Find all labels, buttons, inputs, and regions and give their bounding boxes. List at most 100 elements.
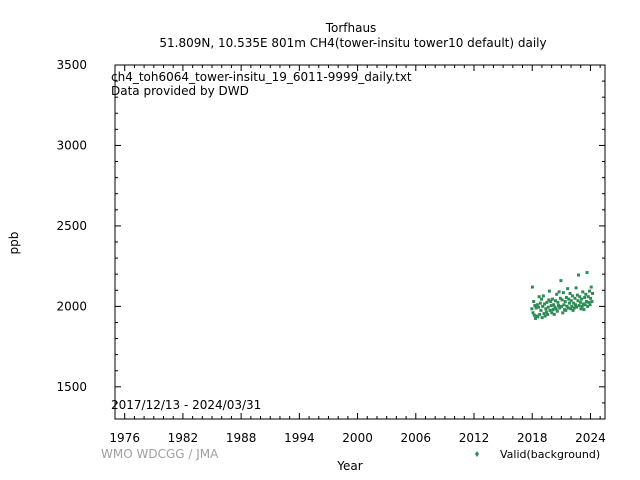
data-point	[540, 297, 544, 301]
data-point	[558, 306, 562, 310]
data-point	[562, 303, 566, 307]
data-point	[569, 307, 573, 311]
date-range-label: 2017/12/13 - 2024/03/31	[111, 398, 261, 412]
data-point	[571, 308, 575, 312]
data-point	[569, 299, 573, 303]
data-point	[554, 307, 558, 311]
data-point	[557, 290, 561, 294]
data-point	[553, 305, 557, 309]
data-point	[551, 308, 555, 312]
data-point	[584, 300, 588, 304]
y-tick-label: 2000	[56, 299, 87, 313]
x-tick-label: 1976	[109, 431, 140, 445]
data-point	[536, 315, 540, 319]
data-point	[550, 297, 554, 301]
data-point	[574, 286, 578, 290]
data-point	[589, 296, 593, 300]
data-point	[575, 305, 579, 309]
data-point	[533, 316, 537, 320]
data-point	[570, 294, 574, 298]
data-point	[546, 305, 550, 309]
data-point	[572, 301, 576, 305]
data-point	[538, 312, 542, 316]
data-point	[560, 304, 564, 308]
legend: Valid(background)	[475, 448, 600, 461]
data-point	[537, 295, 541, 299]
data-point	[543, 302, 547, 306]
chart-subtitle: 51.809N, 10.535E 801m CH4(tower-insitu t…	[159, 36, 546, 50]
x-tick-label: 2024	[575, 431, 606, 445]
data-point	[566, 287, 570, 291]
data-point	[530, 307, 534, 311]
data-point	[573, 296, 577, 300]
data-point	[561, 291, 565, 295]
data-point	[568, 291, 572, 295]
data-point	[554, 299, 558, 303]
x-tick-label: 2006	[401, 431, 432, 445]
data-point	[580, 304, 584, 308]
x-tick-label: 1982	[168, 431, 199, 445]
data-point	[559, 279, 563, 283]
x-tick-label: 1994	[284, 431, 315, 445]
data-point	[577, 304, 581, 308]
data-point	[586, 304, 590, 308]
data-point	[542, 312, 546, 316]
data-point	[544, 310, 548, 314]
data-point	[549, 304, 553, 308]
data-point	[584, 292, 588, 296]
data-point	[567, 297, 571, 301]
data-point	[548, 308, 552, 312]
data-point	[555, 292, 559, 296]
y-tick-label: 1500	[56, 380, 87, 394]
data-point	[541, 304, 545, 308]
data-point	[574, 303, 578, 307]
legend-marker	[475, 451, 479, 457]
data-point	[541, 294, 545, 298]
data-point	[561, 311, 565, 315]
data-point	[546, 312, 550, 316]
data-point	[582, 308, 586, 312]
data-point	[583, 296, 587, 300]
data-point	[552, 303, 556, 307]
data-point	[537, 305, 541, 309]
chart-title: Torfhaus	[325, 21, 377, 35]
y-tick-label: 2500	[56, 219, 87, 233]
credit-label: WMO WDCGG / JMA	[101, 447, 219, 461]
data-point	[581, 302, 585, 306]
data-point	[575, 293, 579, 297]
y-tick-label: 3500	[56, 58, 87, 72]
data-point	[531, 311, 535, 315]
data-point	[538, 301, 542, 305]
data-point	[581, 290, 585, 294]
data-point	[539, 308, 543, 312]
data-point	[544, 307, 548, 311]
data-point	[552, 312, 556, 316]
data-point	[590, 300, 594, 304]
x-tick-label: 2018	[517, 431, 548, 445]
data-point	[547, 298, 551, 302]
data-point	[578, 295, 582, 299]
y-axis-label: ppb	[7, 232, 21, 255]
legend-label: Valid(background)	[500, 448, 600, 461]
data-point	[579, 307, 583, 311]
provider-label: Data provided by DWD	[111, 84, 249, 98]
data-point	[578, 300, 582, 304]
data-point	[563, 300, 567, 304]
data-point	[583, 303, 587, 307]
data-point	[590, 291, 594, 295]
data-point	[570, 304, 574, 308]
x-tick-label: 1988	[226, 431, 257, 445]
data-point	[533, 304, 537, 308]
x-tick-label: 2000	[342, 431, 373, 445]
data-point	[532, 313, 536, 317]
data-point	[530, 285, 534, 289]
data-point	[566, 306, 570, 310]
data-point	[587, 300, 591, 304]
data-point	[588, 303, 592, 307]
data-point	[543, 314, 547, 318]
data-point	[532, 300, 536, 304]
data-point	[576, 299, 580, 303]
x-tick-label: 2012	[459, 431, 490, 445]
data-point	[547, 289, 551, 293]
data-point	[564, 296, 568, 300]
